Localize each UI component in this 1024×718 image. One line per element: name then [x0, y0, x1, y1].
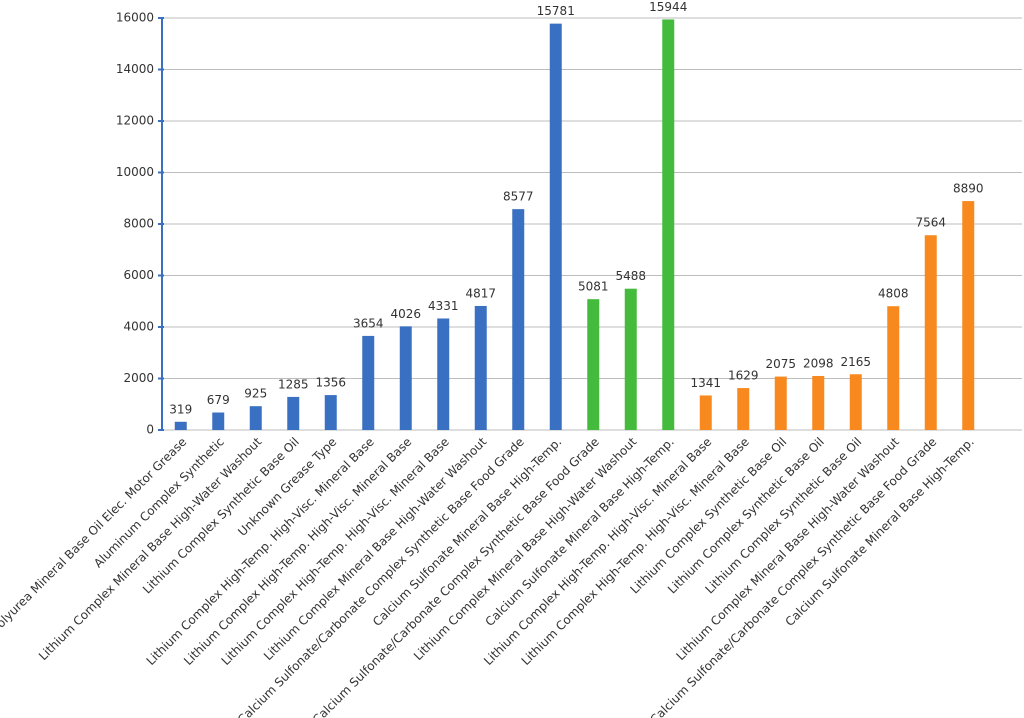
- value-label: 15944: [649, 0, 687, 14]
- value-label: 5081: [578, 280, 609, 294]
- bar: [962, 201, 975, 430]
- value-label: 7564: [915, 216, 946, 230]
- value-label: 1629: [728, 369, 759, 383]
- bar: [699, 395, 712, 430]
- y-tick-label: 16000: [116, 11, 154, 25]
- value-label: 4808: [878, 287, 909, 301]
- bar: [399, 326, 412, 430]
- value-label: 8890: [953, 182, 984, 196]
- value-label: 925: [244, 387, 267, 401]
- value-label: 4817: [465, 286, 496, 300]
- bar: [662, 19, 675, 431]
- bar: [924, 235, 937, 430]
- bar: [324, 395, 337, 430]
- value-label: 2165: [840, 355, 871, 369]
- y-tick-label: 6000: [123, 268, 154, 282]
- value-label: 3654: [353, 316, 384, 330]
- bar: [474, 305, 487, 430]
- value-label: 319: [169, 402, 192, 416]
- bar: [512, 209, 525, 430]
- y-tick-label: 10000: [116, 165, 154, 179]
- bar: [849, 374, 862, 430]
- bar: [174, 421, 187, 430]
- y-tick-label: 4000: [123, 320, 154, 334]
- value-label: 2075: [765, 357, 796, 371]
- y-tick-label: 8000: [123, 217, 154, 231]
- bar: [587, 299, 600, 430]
- bar: [812, 375, 825, 430]
- value-label: 1356: [315, 376, 346, 390]
- y-tick-label: 0: [146, 423, 154, 437]
- value-label: 2098: [803, 356, 834, 370]
- bar: [437, 318, 450, 430]
- value-label: 1285: [278, 377, 309, 391]
- bar: [287, 396, 300, 430]
- value-label: 15781: [537, 4, 575, 18]
- bar: [362, 335, 375, 430]
- bar: [624, 288, 637, 430]
- bar: [249, 406, 262, 430]
- y-tick-label: 2000: [123, 371, 154, 385]
- value-label: 4026: [390, 307, 421, 321]
- y-tick-label: 14000: [116, 62, 154, 76]
- value-label: 4331: [428, 299, 459, 313]
- value-label: 8577: [503, 190, 534, 204]
- value-label: 679: [207, 393, 230, 407]
- y-tick-label: 12000: [116, 114, 154, 128]
- bar: [212, 412, 225, 430]
- bar: [887, 306, 900, 430]
- value-label: 1341: [690, 376, 721, 390]
- bar: [774, 376, 787, 430]
- bar: [549, 23, 562, 430]
- bar: [737, 388, 750, 430]
- value-label: 5488: [615, 269, 646, 283]
